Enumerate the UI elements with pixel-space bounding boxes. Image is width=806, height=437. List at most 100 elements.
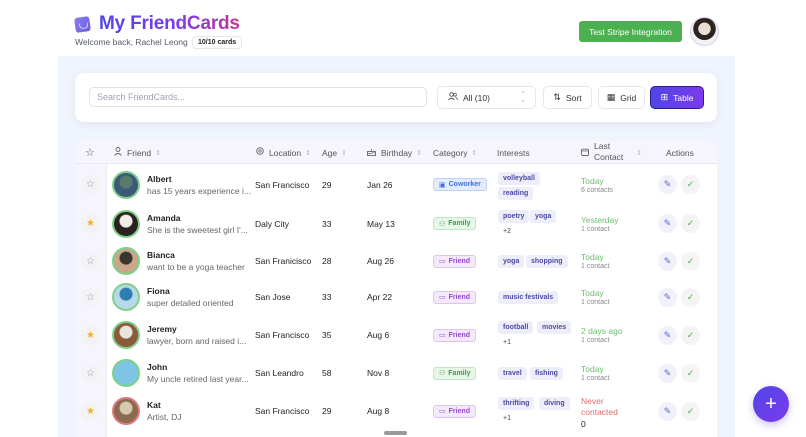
interest-tag: shopping [526,254,568,268]
app-header: My FriendCards Welcome back, Rachel Leon… [0,0,806,56]
category-filter-select[interactable]: All (10) ⌃ ⌄ [437,86,536,109]
edit-icon[interactable]: ✎ [658,401,677,421]
friend-name[interactable]: Albert [147,173,172,184]
test-stripe-button[interactable]: Test Stripe Integration [579,21,682,42]
friend-avatar[interactable] [112,170,140,199]
folder-icon: ▭ [439,408,446,415]
column-category[interactable]: Category ⇕ [433,141,477,164]
column-last-contact[interactable]: Last Contact ⇕ [581,141,642,164]
sort-arrows-icon: ⇕ [416,149,423,157]
column-friend[interactable]: Friend ⇕ [114,141,161,164]
friend-age: 28 [322,256,332,266]
interest-tag: volleyball [498,171,540,185]
friend-bio: super detailed oriented [147,298,234,308]
mark-contacted-check-icon[interactable]: ✓ [681,214,700,233]
edit-icon[interactable]: ✎ [658,363,677,383]
friend-name[interactable]: Kat [147,400,161,410]
mark-contacted-check-icon[interactable]: ✓ [681,325,700,345]
friend-bio: want to be a yoga teacher [147,262,245,272]
edit-icon[interactable]: ✎ [658,325,677,345]
friend-name[interactable]: Bianca [147,250,175,260]
sort-icon: ⇅ [553,92,561,102]
category-label: Friend [448,331,471,339]
column-location[interactable]: Location ⇕ [256,141,311,164]
table-row[interactable]: ★ Kat Artist, DJ San Francisco 29 Aug 8 ▭ Frien… [75,391,717,431]
edit-icon[interactable]: ✎ [658,251,677,271]
favorite-star-icon[interactable]: ☆ [81,287,100,307]
table-row[interactable]: ☆ Albert has 15 years experience i... San F… [75,165,717,204]
friend-age: 29 [322,179,332,190]
mark-contacted-check-icon[interactable]: ✓ [681,251,700,271]
friend-location: San Jose [255,292,291,302]
category-label: Friend [448,293,471,301]
table-row[interactable]: ☆ John My uncle retired last year... San Le… [75,355,717,391]
table-row[interactable]: ☆ Fiona super detailed oriented San Jose 33 A… [75,279,717,315]
calendar-icon [581,148,589,158]
table-view-button[interactable]: ⊞ Table [650,86,704,109]
friend-bio: She is the sweetest girl I'... [147,224,248,235]
more-interests-count[interactable]: +1 [503,339,511,346]
friend-location: San Francisco [255,406,310,416]
table-row[interactable]: ☆ Bianca want to be a yoga teacher San Fran… [75,243,717,279]
edit-icon[interactable]: ✎ [658,214,677,233]
scroll-handle[interactable] [384,431,407,435]
favorite-header-star-icon[interactable]: ☆ [85,147,95,159]
friend-birthday: Aug 6 [367,330,390,340]
mark-contacted-check-icon[interactable]: ✓ [681,363,700,383]
friends-table: ☆ Friend ⇕ Location ⇕ Age ⇕ Birthday ⇕ Categ… [75,141,717,437]
sort-button[interactable]: ⇅ Sort [543,86,592,109]
user-avatar[interactable] [690,17,719,46]
friend-location: San Francisco [255,179,310,190]
favorite-star-icon[interactable]: ★ [81,401,100,421]
column-birthday[interactable]: Birthday ⇕ [367,141,422,164]
friend-age: 35 [322,330,332,340]
column-label-line2: Contact [594,152,624,162]
favorite-star-icon[interactable]: ☆ [81,251,100,271]
friend-name[interactable]: John [147,362,168,372]
more-interests-count[interactable]: +2 [503,227,511,235]
search-input[interactable]: Search FriendCards... [89,87,427,107]
friend-avatar[interactable] [112,321,140,349]
add-friend-button[interactable]: + [753,386,789,422]
friend-birthday: Jan 26 [367,179,393,190]
favorite-star-icon[interactable]: ☆ [81,175,100,194]
interest-tag: diving [539,397,570,410]
mark-contacted-check-icon[interactable]: ✓ [681,287,700,307]
friend-avatar[interactable] [112,209,140,238]
toolbar: Search FriendCards... All (10) ⌃ ⌄ ⇅ Sort… [75,73,717,122]
column-age[interactable]: Age ⇕ [322,141,347,164]
friend-avatar[interactable] [112,397,140,425]
contact-count: 1 contact [581,337,610,344]
friend-bio: lawyer, born and raised i... [147,336,247,346]
friend-birthday: May 13 [367,218,395,229]
more-interests-count[interactable]: +1 [503,415,511,422]
friend-age: 33 [322,292,332,302]
welcome-text: Welcome back, Rachel Leong [75,37,188,47]
friend-name[interactable]: Fiona [147,286,170,296]
friend-name[interactable]: Amanda [147,212,181,223]
favorite-star-icon[interactable]: ☆ [81,363,100,383]
friend-age: 29 [322,406,332,416]
column-label: Interests [497,147,530,158]
edit-icon[interactable]: ✎ [658,287,677,307]
favorite-star-icon[interactable]: ★ [81,325,100,345]
friend-avatar[interactable] [112,283,140,311]
filter-value: All (10) [463,92,490,103]
friend-avatar[interactable] [112,247,140,275]
table-row[interactable]: ★ Jeremy lawyer, born and raised i... San F… [75,315,717,355]
favorite-star-icon[interactable]: ★ [81,214,100,233]
category-badge: ▭ Friend [433,404,477,418]
friend-avatar[interactable] [112,359,140,387]
interest-tag: music festivals [498,290,559,304]
mark-contacted-check-icon[interactable]: ✓ [681,401,700,421]
grid-view-button[interactable]: ▦ Grid [598,86,645,109]
column-label: Last Contact [594,141,623,163]
mark-contacted-check-icon[interactable]: ✓ [681,175,700,194]
table-row[interactable]: ★ Amanda She is the sweetest girl I'... Dal… [75,204,717,243]
interest-tag: poetry [498,209,530,223]
interest-tag: movies [537,321,572,334]
friend-name[interactable]: Jeremy [147,324,177,334]
briefcase-icon: ▣ [439,181,446,189]
column-label: Category [433,147,468,158]
edit-icon[interactable]: ✎ [658,175,677,194]
